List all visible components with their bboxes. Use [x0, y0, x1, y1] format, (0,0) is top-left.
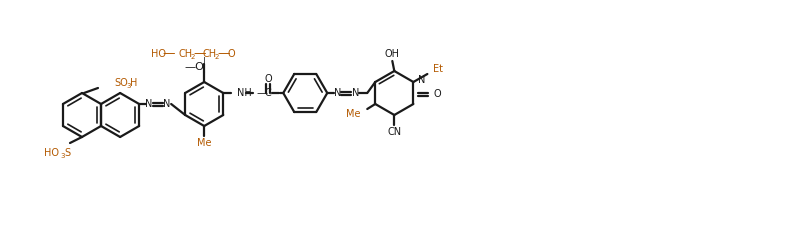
Text: Me: Me [346, 109, 360, 119]
Text: N: N [418, 75, 426, 85]
Text: |: | [203, 56, 206, 65]
Text: Me: Me [197, 138, 211, 148]
Text: N: N [334, 88, 341, 98]
Text: HO: HO [44, 148, 59, 158]
Text: 2: 2 [214, 54, 219, 60]
Text: —: — [217, 48, 230, 61]
Text: CN: CN [387, 127, 401, 137]
Text: S: S [64, 148, 70, 158]
Text: N: N [351, 88, 359, 98]
Text: C: C [264, 88, 271, 98]
Text: NH: NH [237, 88, 252, 98]
Text: 3: 3 [126, 83, 130, 89]
Text: CH: CH [178, 49, 192, 59]
Text: OH: OH [385, 49, 400, 59]
Text: O: O [265, 74, 272, 84]
Text: SO: SO [114, 78, 128, 88]
Text: —: — [193, 48, 206, 61]
Text: 3: 3 [60, 153, 64, 159]
Text: N: N [145, 99, 153, 109]
Text: 2: 2 [190, 54, 195, 60]
Text: —: — [256, 88, 267, 98]
Text: H: H [130, 78, 138, 88]
Text: —: — [162, 48, 174, 61]
Text: —O: —O [184, 62, 204, 72]
Text: O: O [433, 89, 441, 99]
Text: HO: HO [151, 49, 165, 59]
Text: N: N [164, 99, 171, 109]
Text: Et: Et [433, 64, 444, 74]
Text: O: O [227, 49, 235, 59]
Text: CH: CH [202, 49, 216, 59]
